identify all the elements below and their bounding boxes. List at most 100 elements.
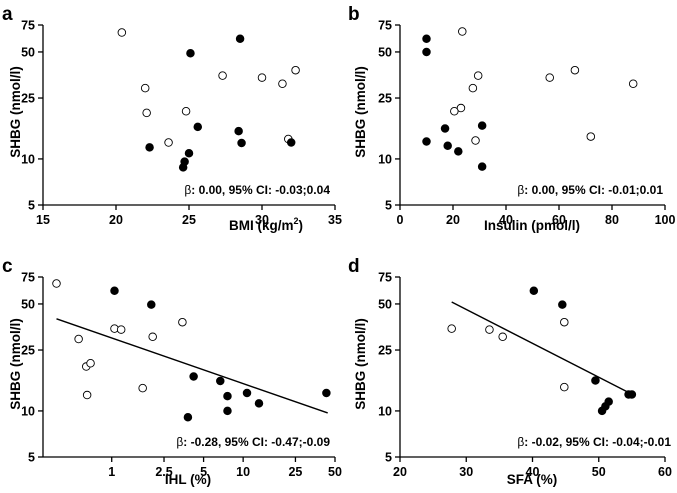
- y-axis-label: SHBG (nmol/l): [8, 318, 23, 410]
- data-point-filled: [186, 49, 195, 58]
- x-tick-label: 100: [655, 213, 676, 227]
- panel-letter: a: [2, 4, 13, 25]
- x-tick-label: 20: [446, 213, 460, 227]
- y-tick-label: 50: [378, 45, 392, 59]
- data-point-open: [181, 106, 191, 116]
- data-point-open: [86, 358, 95, 368]
- panel-letter: c: [2, 256, 13, 277]
- regression-annotation: β: 0.00, 95% CI: -0.03;0.04: [184, 183, 330, 197]
- data-point-open: [560, 382, 569, 392]
- data-point-open: [291, 65, 300, 75]
- data-point-open: [116, 325, 126, 334]
- data-point-open: [570, 65, 580, 75]
- data-point-open: [471, 136, 480, 145]
- data-point-filled: [477, 162, 487, 171]
- data-point-filled: [422, 137, 431, 146]
- y-tick-label: 5: [385, 451, 392, 465]
- y-axis-label: SHBG (nmol/l): [353, 318, 368, 410]
- data-point-open: [473, 71, 483, 80]
- y-tick-label: 5: [28, 199, 35, 213]
- regression-line: [56, 318, 328, 414]
- y-tick-label: 10: [378, 152, 392, 166]
- data-point-filled: [234, 126, 243, 136]
- x-tick-label: 25: [182, 213, 196, 227]
- y-axis-label: SHBG (nmol/l): [8, 66, 23, 158]
- x-tick-label: 40: [526, 465, 540, 479]
- y-tick-label: 25: [21, 92, 35, 106]
- y-tick-label: 50: [378, 297, 392, 311]
- regression-annotation: β: 0.00, 95% CI: -0.01;0.01: [517, 183, 663, 197]
- x-axis-label: SFA (%): [507, 472, 558, 487]
- data-point-open: [138, 383, 147, 393]
- data-point-filled: [147, 300, 156, 309]
- data-point-filled: [254, 399, 264, 408]
- panel-b: b Insulin (pmol/l) SHBG (nmol/l) β: 0.00…: [348, 4, 675, 233]
- x-tick-label: 20: [393, 465, 407, 479]
- x-tick-label: 30: [459, 465, 473, 479]
- data-point-filled: [440, 124, 450, 133]
- y-tick-label: 50: [21, 45, 35, 59]
- data-point-open: [498, 332, 507, 342]
- data-point-filled: [237, 138, 246, 148]
- data-point-open: [82, 390, 92, 400]
- data-point-filled: [189, 372, 198, 381]
- x-tick-label: 50: [592, 465, 606, 479]
- x-tick-label: 80: [605, 213, 619, 227]
- x-tick-label: 60: [658, 465, 672, 479]
- data-point-open: [458, 27, 467, 36]
- x-tick-label: 30: [255, 213, 269, 227]
- y-tick-label: 75: [378, 19, 392, 33]
- x-tick-label: 35: [328, 213, 342, 227]
- x-tick-label: 5: [200, 465, 207, 479]
- data-point-filled: [558, 300, 567, 309]
- x-tick-label: 20: [109, 213, 123, 227]
- y-tick-label: 25: [378, 92, 392, 106]
- data-point-open: [278, 79, 287, 88]
- data-point-open: [52, 279, 61, 288]
- regression-line: [451, 301, 631, 395]
- regression-annotation: β: -0.28, 95% CI: -0.47;-0.09: [176, 435, 330, 449]
- data-point-open: [468, 83, 478, 93]
- data-point-filled: [216, 376, 225, 386]
- data-point-filled: [529, 286, 539, 295]
- data-point-open: [140, 83, 150, 93]
- x-axis-label: IHL (%): [165, 472, 211, 487]
- data-point-filled: [242, 388, 252, 398]
- x-tick-label: 10: [236, 465, 250, 479]
- data-point-filled: [178, 163, 188, 172]
- y-tick-label: 5: [28, 451, 35, 465]
- y-tick-label: 25: [378, 344, 392, 358]
- panel-letter: d: [348, 256, 360, 277]
- data-point-filled: [110, 286, 119, 295]
- data-point-open: [628, 79, 638, 88]
- data-point-open: [164, 138, 173, 147]
- data-point-filled: [223, 391, 232, 401]
- y-tick-label: 50: [21, 297, 35, 311]
- data-point-open: [178, 317, 187, 327]
- data-point-open: [142, 108, 151, 118]
- data-point-filled: [193, 122, 203, 132]
- y-tick-label: 75: [21, 271, 35, 285]
- x-axis-label: Insulin (pmol/l): [484, 218, 580, 233]
- x-tick-label: 2.5: [155, 465, 172, 479]
- data-point-open: [218, 71, 227, 80]
- x-tick-label: 40: [499, 213, 513, 227]
- panel-letter: b: [348, 4, 360, 25]
- panel-c: c IHL (%) SHBG (nmol/l) β: -0.28, 95% CI…: [2, 256, 342, 487]
- data-point-open: [450, 106, 459, 116]
- panel-d: d SFA (%) SHBG (nmol/l) β: -0.02, 95% CI…: [348, 256, 672, 487]
- y-tick-label: 10: [21, 152, 35, 166]
- data-point-filled: [604, 397, 613, 406]
- x-tick-label: 0: [397, 213, 404, 227]
- data-point-filled: [235, 34, 245, 43]
- data-point-filled: [286, 138, 296, 147]
- x-tick-label: 1: [108, 465, 115, 479]
- y-tick-label: 10: [21, 404, 35, 418]
- x-tick-label: 60: [552, 213, 566, 227]
- data-point-filled: [627, 390, 637, 399]
- data-point-open: [586, 132, 596, 141]
- y-tick-label: 25: [21, 344, 35, 358]
- data-point-filled: [145, 143, 154, 152]
- data-point-open: [560, 317, 569, 327]
- data-point-open: [545, 73, 554, 82]
